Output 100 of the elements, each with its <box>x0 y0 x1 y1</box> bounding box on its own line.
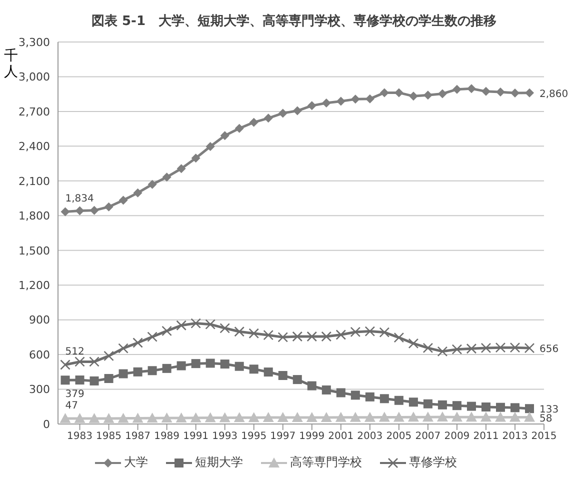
x-tick-label: 2015 <box>531 431 557 442</box>
point <box>408 338 419 349</box>
point <box>75 206 84 216</box>
point <box>336 388 346 398</box>
y-tick-label: 1,800 <box>18 210 50 223</box>
point <box>320 412 332 422</box>
x-tick-label: 1985 <box>96 431 122 442</box>
point <box>132 412 144 423</box>
y-tick-label: 2,700 <box>18 105 50 118</box>
data-label: 656 <box>539 344 559 356</box>
point <box>481 402 490 412</box>
point <box>161 412 172 422</box>
point <box>495 342 506 353</box>
point <box>277 412 288 422</box>
point <box>104 350 114 362</box>
point <box>379 327 390 338</box>
point <box>191 154 200 163</box>
x-tick-label: 1993 <box>212 431 238 442</box>
point <box>104 202 114 212</box>
point <box>438 400 447 410</box>
point <box>480 412 492 422</box>
y-tick-label: 3,300 <box>18 36 50 49</box>
point <box>249 364 258 374</box>
point <box>60 360 70 370</box>
point <box>176 164 186 174</box>
point <box>234 412 245 422</box>
legend-label: 高等専門学校 <box>290 454 362 471</box>
point <box>510 342 520 353</box>
x-tick-label: 2007 <box>415 431 441 442</box>
x-tick-label: 1987 <box>125 431 151 442</box>
point <box>262 412 274 422</box>
point <box>380 394 389 404</box>
y-tick-label: 1,500 <box>18 244 50 258</box>
point <box>90 206 99 215</box>
point <box>364 412 376 422</box>
point <box>104 374 114 384</box>
point <box>118 343 128 354</box>
point <box>321 331 332 342</box>
point <box>292 412 303 422</box>
point <box>380 88 389 98</box>
point <box>292 106 302 116</box>
point <box>176 412 187 422</box>
point <box>148 180 157 189</box>
point <box>90 376 99 386</box>
data-label: 58 <box>539 413 552 424</box>
point <box>307 381 316 390</box>
point <box>103 412 114 423</box>
point <box>466 402 476 411</box>
point <box>162 326 172 336</box>
point <box>436 412 448 422</box>
point <box>60 413 71 424</box>
y-axis-title: 千人 <box>4 48 19 80</box>
point <box>191 359 200 368</box>
point <box>89 356 100 367</box>
point <box>278 108 288 118</box>
point <box>118 369 128 378</box>
point <box>118 412 129 423</box>
point <box>176 361 186 370</box>
point <box>437 346 448 357</box>
point <box>264 114 273 123</box>
y-tick-label: 3,000 <box>18 70 50 84</box>
point <box>60 207 70 216</box>
point <box>264 368 273 377</box>
point <box>146 412 158 423</box>
legend-label: 短期大学 <box>195 454 243 471</box>
point <box>162 364 172 373</box>
point <box>394 396 404 405</box>
point <box>378 412 390 422</box>
point <box>219 412 230 422</box>
point <box>524 412 535 422</box>
data-label: 379 <box>65 389 84 400</box>
point <box>335 412 346 422</box>
point <box>60 376 70 385</box>
point <box>408 398 418 407</box>
point <box>306 331 318 342</box>
point <box>422 412 434 422</box>
point <box>306 412 318 422</box>
point <box>234 124 244 133</box>
point <box>248 328 259 339</box>
point <box>350 326 361 338</box>
y-tick-label: 600 <box>29 348 50 362</box>
point <box>75 376 84 385</box>
point <box>147 332 158 342</box>
point <box>365 392 374 402</box>
point <box>190 412 202 422</box>
point <box>438 89 447 98</box>
x-tick-label: 1997 <box>270 431 296 442</box>
point <box>509 412 520 422</box>
x-tick-label: 2013 <box>502 431 528 442</box>
point <box>74 356 85 367</box>
data-label: 2,860 <box>539 88 568 100</box>
point <box>510 403 520 412</box>
point <box>248 412 260 422</box>
y-tick-label: 300 <box>29 383 50 396</box>
point <box>365 94 374 104</box>
point <box>206 142 215 152</box>
legend-label: 大学 <box>124 454 148 471</box>
point <box>234 326 244 337</box>
point <box>423 399 432 408</box>
point <box>481 86 490 96</box>
